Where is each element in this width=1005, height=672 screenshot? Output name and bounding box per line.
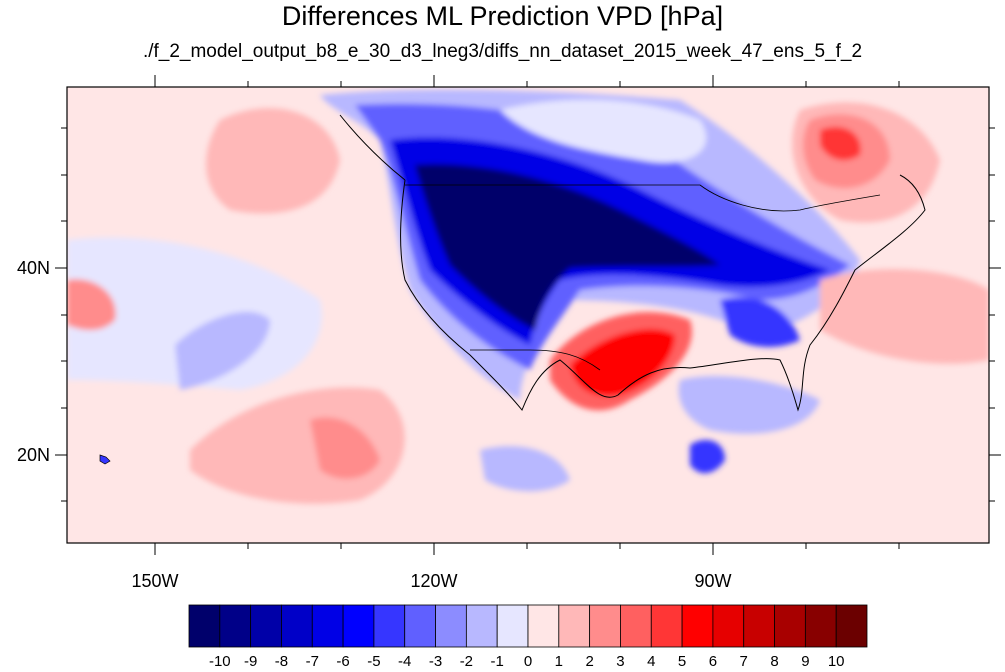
colorbar-swatch	[681, 604, 714, 648]
pacific-light-blue	[67, 237, 322, 390]
colorbar-label: 0	[523, 653, 533, 670]
colorbar-swatch	[281, 604, 313, 648]
lon-label-120w: 120W	[410, 571, 458, 591]
colorbar-label: 4	[647, 653, 656, 670]
north-light-blue	[500, 99, 707, 163]
lon-label-90w: 90W	[694, 571, 732, 591]
colorbar-label: 2	[585, 653, 594, 670]
nw-atlantic-red-core	[820, 126, 861, 161]
lat-label-40n: 40N	[17, 258, 51, 278]
map-field	[67, 87, 989, 543]
colorbar-label: -1	[490, 653, 504, 670]
us-mexico-border	[470, 349, 601, 371]
colorbar-swatch	[804, 604, 837, 648]
colorbar-swatch	[743, 604, 775, 648]
colorbar-label: -8	[274, 653, 289, 670]
colorbar-swatch	[404, 604, 436, 648]
colorbar-swatch	[589, 604, 621, 648]
lon-minor-ticks	[247, 81, 900, 549]
lon-major-ticks	[154, 75, 714, 555]
texas-red-core	[570, 329, 675, 397]
colorbar	[188, 604, 868, 648]
map-subtitle: ./f_2_model_output_b8_e_30_d3_lneg3/diff…	[142, 41, 863, 62]
colorbar-label: 3	[616, 653, 625, 670]
colorbar-label: -10	[208, 653, 231, 670]
southeast-blue	[720, 297, 800, 347]
west-pacific-red	[67, 279, 116, 330]
colorbar-label: -3	[428, 653, 443, 670]
colorbar-swatch	[311, 604, 344, 648]
colorbar-label: 9	[801, 653, 810, 670]
colorbar-label: 7	[739, 653, 748, 670]
colorbar-swatch	[620, 604, 652, 648]
na-blue-core	[415, 164, 720, 330]
colorbar-swatch	[774, 604, 806, 648]
colorbar-label: 10	[827, 653, 845, 670]
colorbar-label: 5	[677, 653, 687, 670]
colorbar-swatch	[496, 604, 529, 648]
pacific-blue-patch	[175, 311, 270, 390]
colorbar-swatch	[219, 604, 252, 648]
atlantic-red	[820, 269, 989, 364]
coastline	[399, 174, 926, 412]
colorbar-swatch	[650, 604, 683, 648]
coastline-north	[339, 114, 406, 181]
colorbar-label: 8	[770, 653, 779, 670]
lon-label-150w: 150W	[131, 571, 179, 591]
colorbar-swatch	[250, 604, 282, 648]
map-title: Differences ML Prediction VPD [hPa]	[281, 1, 724, 31]
colorbar-label: -2	[459, 653, 474, 670]
gulf-blue	[678, 376, 820, 434]
colorbar-swatch	[435, 604, 467, 648]
lat-minor-ticks	[61, 127, 995, 502]
colorbar-label: -6	[336, 653, 350, 670]
colorbar-swatch	[188, 604, 221, 648]
colorbar-swatch	[373, 604, 406, 648]
north-pacific-red	[206, 108, 340, 214]
colorbar-label: -5	[367, 653, 381, 670]
colorbar-swatch	[712, 604, 745, 648]
pacific-mexico-blue	[480, 446, 570, 492]
colorbar-label: -4	[398, 653, 412, 670]
colorbar-swatch	[465, 604, 498, 648]
colorbar-swatch	[558, 604, 591, 648]
hawaii-islands	[99, 454, 111, 465]
colorbar-label: -9	[243, 653, 258, 670]
colorbar-swatch	[835, 604, 868, 648]
colorbar-label: 1	[554, 653, 563, 670]
colorbar-swatch	[342, 604, 375, 648]
subtropical-red-core	[310, 417, 380, 479]
lat-label-20n: 20N	[17, 445, 51, 465]
colorbar-label: -7	[305, 653, 319, 670]
colorbar-label: 6	[708, 653, 718, 670]
colorbar-swatch	[527, 604, 560, 648]
us-canada-border	[405, 184, 881, 212]
caribbean-blue	[690, 440, 725, 474]
